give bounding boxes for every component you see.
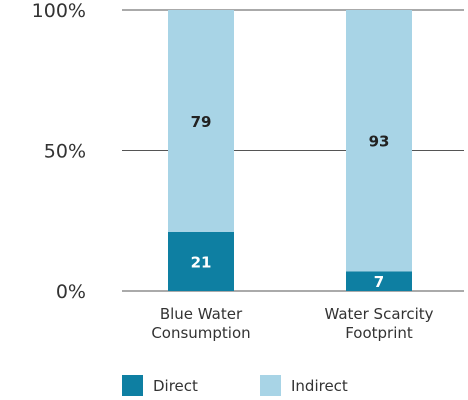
- legend-label: Indirect: [291, 377, 348, 395]
- bar-segment: [168, 10, 234, 232]
- legend-swatch: [260, 375, 281, 396]
- bar-segment: [168, 231, 234, 291]
- y-tick-label: 50%: [44, 141, 86, 163]
- data-label: 7: [374, 273, 384, 291]
- bar-segment: [346, 271, 412, 291]
- category-label: Consumption: [151, 324, 250, 342]
- bar-segment: [346, 10, 412, 272]
- category-label: Water Scarcity: [324, 305, 433, 323]
- category-label: Footprint: [345, 324, 413, 342]
- legend-label: Direct: [153, 377, 198, 395]
- data-label: 79: [191, 113, 212, 131]
- legend: Direct Indirect: [122, 375, 348, 396]
- category-label: Blue Water: [160, 305, 243, 323]
- legend-swatch: [122, 375, 143, 396]
- data-label: 93: [369, 133, 390, 151]
- bars: 21 79 7 93: [168, 10, 412, 291]
- data-label: 21: [191, 253, 212, 271]
- y-axis-ticks: 0% 50% 100%: [32, 0, 86, 303]
- y-tick-label: 0%: [56, 281, 86, 303]
- y-tick-label: 100%: [32, 0, 86, 22]
